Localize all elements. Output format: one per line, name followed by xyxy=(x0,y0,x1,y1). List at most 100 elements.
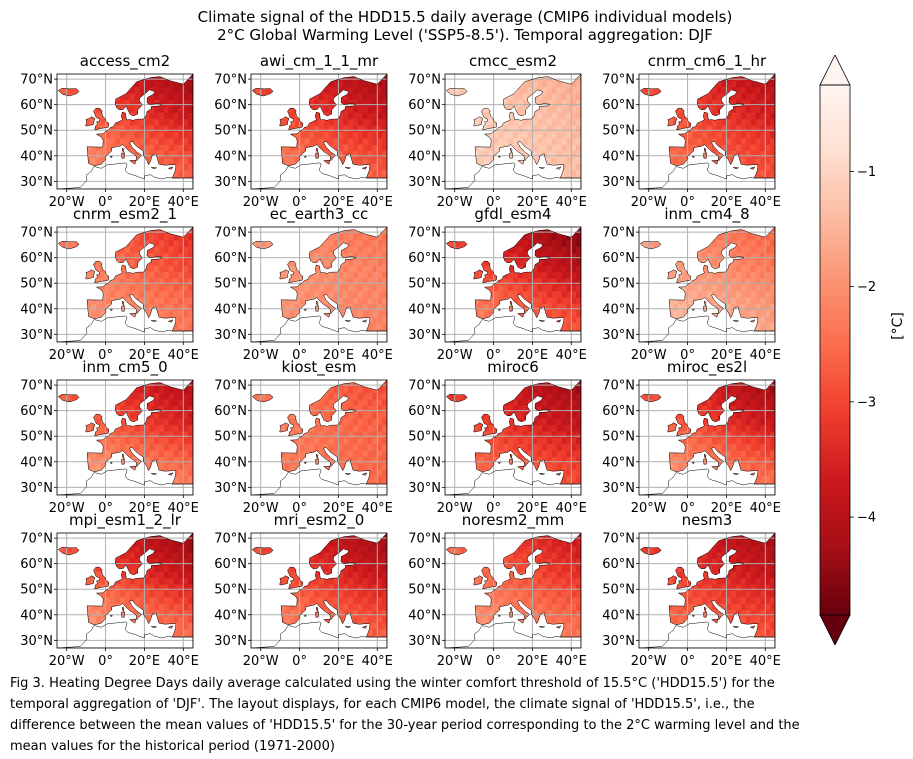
coastline xyxy=(151,167,157,170)
heat-field xyxy=(445,227,581,342)
lon-tick-label: 20°E xyxy=(711,195,742,210)
coastline xyxy=(704,606,707,612)
coastline xyxy=(555,625,562,629)
lat-tick-label: 70°N xyxy=(602,226,635,241)
lat-tick-label: 30°N xyxy=(20,481,53,496)
lat-tick-label: 30°N xyxy=(602,634,635,649)
lon-tick-label: 0° xyxy=(680,654,695,669)
coastline xyxy=(668,74,775,179)
lat-tick-label: 40°N xyxy=(602,608,635,623)
coastline xyxy=(167,166,174,170)
lon-tick-label: 40°E xyxy=(362,654,393,669)
coastline xyxy=(640,394,662,403)
coastline xyxy=(122,453,125,459)
lat-tick-label: 60°N xyxy=(408,251,441,266)
coastline xyxy=(675,413,692,437)
lon-tick-label: 40°E xyxy=(556,195,587,210)
lon-tick-label: 20°W xyxy=(49,195,85,210)
map-frame xyxy=(56,379,194,496)
coastline xyxy=(733,320,739,323)
lon-tick-label: 20°E xyxy=(711,501,742,516)
coastline xyxy=(509,611,513,618)
map-frame xyxy=(56,73,194,190)
coastline xyxy=(445,315,581,342)
coastline xyxy=(474,74,581,179)
map-panel-miroc6: miroc6 30°N 40°N 50°N 60°N 70°N 20°W 0° 20°E 40°E xyxy=(388,358,587,516)
coastline xyxy=(675,260,692,284)
no-data-area xyxy=(639,621,775,648)
coastline xyxy=(639,621,775,648)
coastline xyxy=(445,621,581,648)
coastline xyxy=(121,611,125,618)
map-panel-kiost_esm: kiost_esm 30°N 40°N 50°N 60°N 70°N 20°W 0° 20°E 4… xyxy=(194,358,393,516)
coastline xyxy=(279,116,290,127)
map-frame xyxy=(638,532,776,649)
lat-tick-label: 70°N xyxy=(20,73,53,88)
map-panel-gfdl_esm4: gfdl_esm4 30°N 40°N 50°N 60°N 70°N 20°W 0° 20°E 4… xyxy=(388,205,587,363)
lon-tick-label: 0° xyxy=(680,348,695,363)
map-panel-mpi_esm1_2_lr: mpi_esm1_2_lr 30°N 40°N 50°N 60°N 70°N 20°W 0° 2… xyxy=(0,511,199,669)
no-data-area xyxy=(445,162,581,189)
no-data-area xyxy=(57,621,193,648)
coastline xyxy=(109,308,113,311)
lat-tick-label: 40°N xyxy=(408,302,441,317)
coastline xyxy=(151,473,157,476)
map-panel-nesm3: nesm3 30°N 40°N 50°N 60°N 70°N 20°W 0° 20°E 40°E xyxy=(582,511,781,669)
coastline xyxy=(539,626,545,629)
lat-tick-label: 50°N xyxy=(602,583,635,598)
coastline xyxy=(703,458,707,465)
lon-tick-label: 40°E xyxy=(556,501,587,516)
panel-title: access_cm2 xyxy=(79,52,171,70)
lat-tick-label: 30°N xyxy=(602,481,635,496)
colorbar: −1 −2 −3 −4 xyxy=(819,55,876,645)
coastline xyxy=(555,166,562,170)
coastline xyxy=(539,473,545,476)
coastline xyxy=(361,472,368,476)
lon-tick-label: 0° xyxy=(486,501,501,516)
lat-tick-label: 50°N xyxy=(408,430,441,445)
coastline xyxy=(639,468,775,495)
lat-tick-label: 30°N xyxy=(408,175,441,190)
lat-tick-label: 50°N xyxy=(602,124,635,139)
coastline xyxy=(509,458,513,465)
coastline xyxy=(691,308,695,311)
coastline xyxy=(539,167,545,170)
heat-field xyxy=(445,380,581,495)
coastline xyxy=(474,533,581,638)
coastline xyxy=(251,621,387,648)
lat-tick-label: 50°N xyxy=(214,277,247,292)
lon-tick-label: 40°E xyxy=(362,195,393,210)
coastline xyxy=(85,269,96,280)
coastline xyxy=(128,618,137,624)
coastline xyxy=(303,308,307,311)
coastline xyxy=(667,116,678,127)
coastline xyxy=(287,260,304,284)
coastline xyxy=(279,269,290,280)
lat-tick-label: 50°N xyxy=(214,583,247,598)
lat-tick-label: 50°N xyxy=(20,430,53,445)
colorbar-frame xyxy=(819,84,851,616)
map-frame xyxy=(444,73,582,190)
coastline xyxy=(151,626,157,629)
map-frame xyxy=(444,532,582,649)
coastline xyxy=(316,606,319,612)
coastline xyxy=(280,380,387,485)
lat-tick-label: 30°N xyxy=(408,634,441,649)
lon-tick-label: 20°W xyxy=(437,348,473,363)
lon-tick-label: 20°E xyxy=(323,654,354,669)
lat-tick-label: 60°N xyxy=(20,557,53,572)
lat-tick-label: 30°N xyxy=(214,481,247,496)
coastline xyxy=(516,618,525,624)
coastline xyxy=(252,88,274,97)
map-panel-access_cm2: access_cm2 30°N 40°N 50°N 60°N 70°N 20°W 0° 20°E… xyxy=(0,52,199,210)
map-frame xyxy=(250,73,388,190)
panel-title: gfdl_esm4 xyxy=(474,205,552,223)
coastline xyxy=(481,107,498,131)
coastline xyxy=(121,305,125,312)
lat-tick-label: 70°N xyxy=(602,532,635,547)
lon-tick-label: 20°E xyxy=(711,348,742,363)
coastline xyxy=(668,227,775,332)
coastline xyxy=(279,422,290,433)
heat-field xyxy=(57,533,193,648)
lat-tick-label: 40°N xyxy=(20,455,53,470)
